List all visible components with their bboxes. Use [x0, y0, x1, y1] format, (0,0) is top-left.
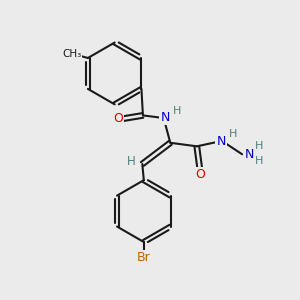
Text: CH₃: CH₃: [62, 49, 81, 58]
Text: H: H: [173, 106, 182, 116]
Text: N: N: [216, 135, 226, 148]
Text: O: O: [195, 168, 205, 182]
Text: H: H: [254, 156, 263, 166]
Text: Br: Br: [137, 251, 151, 264]
Text: H: H: [254, 141, 263, 151]
Text: N: N: [160, 111, 170, 124]
Text: O: O: [113, 112, 123, 125]
Text: H: H: [127, 154, 136, 167]
Text: N: N: [244, 148, 254, 161]
Text: H: H: [229, 129, 238, 139]
